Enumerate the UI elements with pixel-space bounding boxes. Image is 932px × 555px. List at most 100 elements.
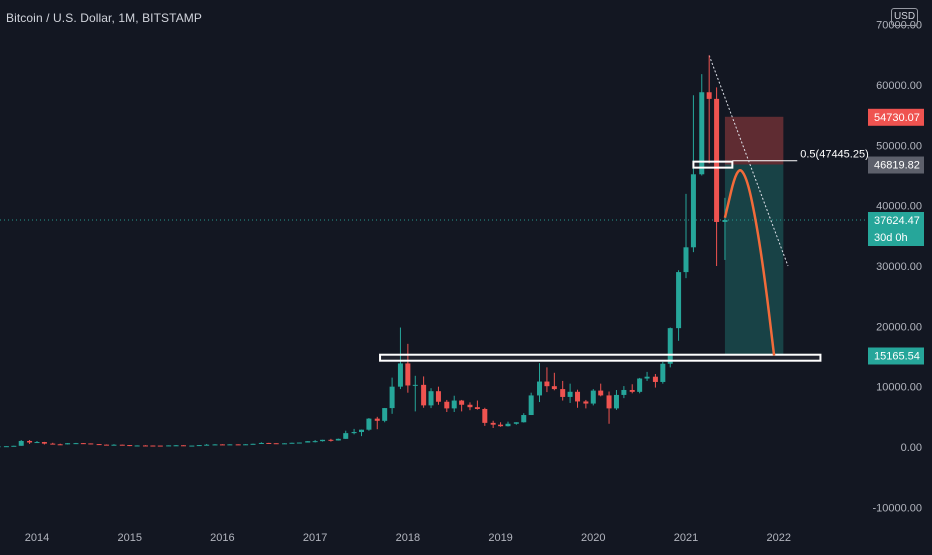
candle-body [119,444,125,446]
candle-body [629,389,635,392]
x-tick-label: 2016 [210,532,234,544]
candle-body [412,384,418,386]
fib-level-label: 0.5(47445.25) [800,149,869,161]
candle-body [320,439,326,442]
candle-body [652,376,658,382]
candle-body [312,441,318,443]
candle-body [567,391,573,397]
candle-body [335,438,341,441]
candle-body [180,445,186,447]
candle-body [374,418,380,421]
candle-body [173,445,179,447]
candle-body [3,446,9,448]
candle-body [575,391,581,402]
candle-body [583,401,589,404]
candle-body [142,445,148,447]
candle-body [65,443,71,445]
candle-body [590,390,596,404]
symbol-title: Bitcoin / U.S. Dollar, 1M, BITSTAMP [6,11,202,25]
candle-body [96,444,102,446]
candle-body [435,391,441,402]
candle-body [428,391,434,406]
candle-body [421,384,427,406]
candle-body [204,444,210,446]
x-tick-label: 2021 [674,532,698,544]
candle-body [328,439,334,441]
time-axis: 2014 2015 2016 2017 2018 2019 2020 2021 2022 [25,532,791,544]
candle-body [150,445,156,447]
candle-body [560,389,566,397]
candle-body [699,92,705,175]
candle-body [134,445,140,447]
candle-body [227,444,233,446]
price-axis: 70000.0060000.0050000.0040000.0030000.00… [872,20,922,515]
currency-button[interactable]: USD [891,8,918,26]
candle-body [0,446,1,448]
take-profit-zone [724,164,784,356]
y-tick-label: 10000.00 [876,382,922,394]
candle-body [111,444,117,446]
candle-body [250,443,256,445]
candle-body [528,395,534,416]
overlay-drawings [379,160,822,362]
candle-body [127,445,133,447]
x-tick-label: 2015 [117,532,141,544]
x-tick-label: 2020 [581,532,605,544]
candle-body [382,408,388,421]
candle-body [389,386,395,409]
candle-body [73,443,79,445]
candle-body [405,363,411,386]
candle-body [683,247,689,273]
candle-body [459,400,465,405]
y-tick-label: 20000.00 [876,321,922,333]
candle-body [343,433,349,439]
candle-body [359,429,364,433]
candle-body [505,423,511,427]
candle-body [451,400,457,409]
candle-body [397,363,403,387]
x-tick-label: 2017 [303,532,327,544]
price-label-bg-target [868,347,924,365]
y-tick-label: 30000.00 [876,261,922,273]
candle-body [305,441,311,443]
candle-body [273,443,279,445]
candle-body [521,415,527,423]
candle-body [690,174,696,248]
candle-body [498,424,504,427]
candle-body [18,440,24,446]
candle-body [621,389,627,395]
price-label-bg-countdown [868,228,924,246]
y-tick-label: 0.00 [901,442,922,454]
trade-zones [724,116,784,356]
price-label-stop: 54730.07 [874,112,920,124]
stop-loss-zone [724,116,784,165]
candle-body [606,395,612,409]
candlestick-series [0,55,728,448]
candle-body [88,443,94,445]
candle-body [351,432,357,434]
support-box-2018 [379,353,822,362]
candle-body [212,444,218,446]
projection-curve [723,169,776,356]
price-labels: 54730.07 46819.82 37624.47 30d 0h 15165.54 [868,108,924,365]
drawing-lines: 0.5(47445.25) [0,55,869,267]
candle-body [660,363,666,382]
candle-body [11,445,17,447]
candle-body [258,442,264,444]
x-tick-label: 2014 [25,532,49,544]
candle-body [467,404,473,408]
candle-body [513,422,519,424]
y-tick-label: -10000.00 [872,502,922,514]
candle-body [57,444,63,446]
y-tick-label: 60000.00 [876,80,922,92]
candle-body [644,376,650,379]
candle-body [235,444,241,446]
candle-body [706,92,712,99]
candle-body [537,381,543,396]
candle-body [80,443,86,445]
candle-body [551,386,557,390]
price-label-target: 15165.54 [874,351,920,363]
candle-body [490,422,496,425]
